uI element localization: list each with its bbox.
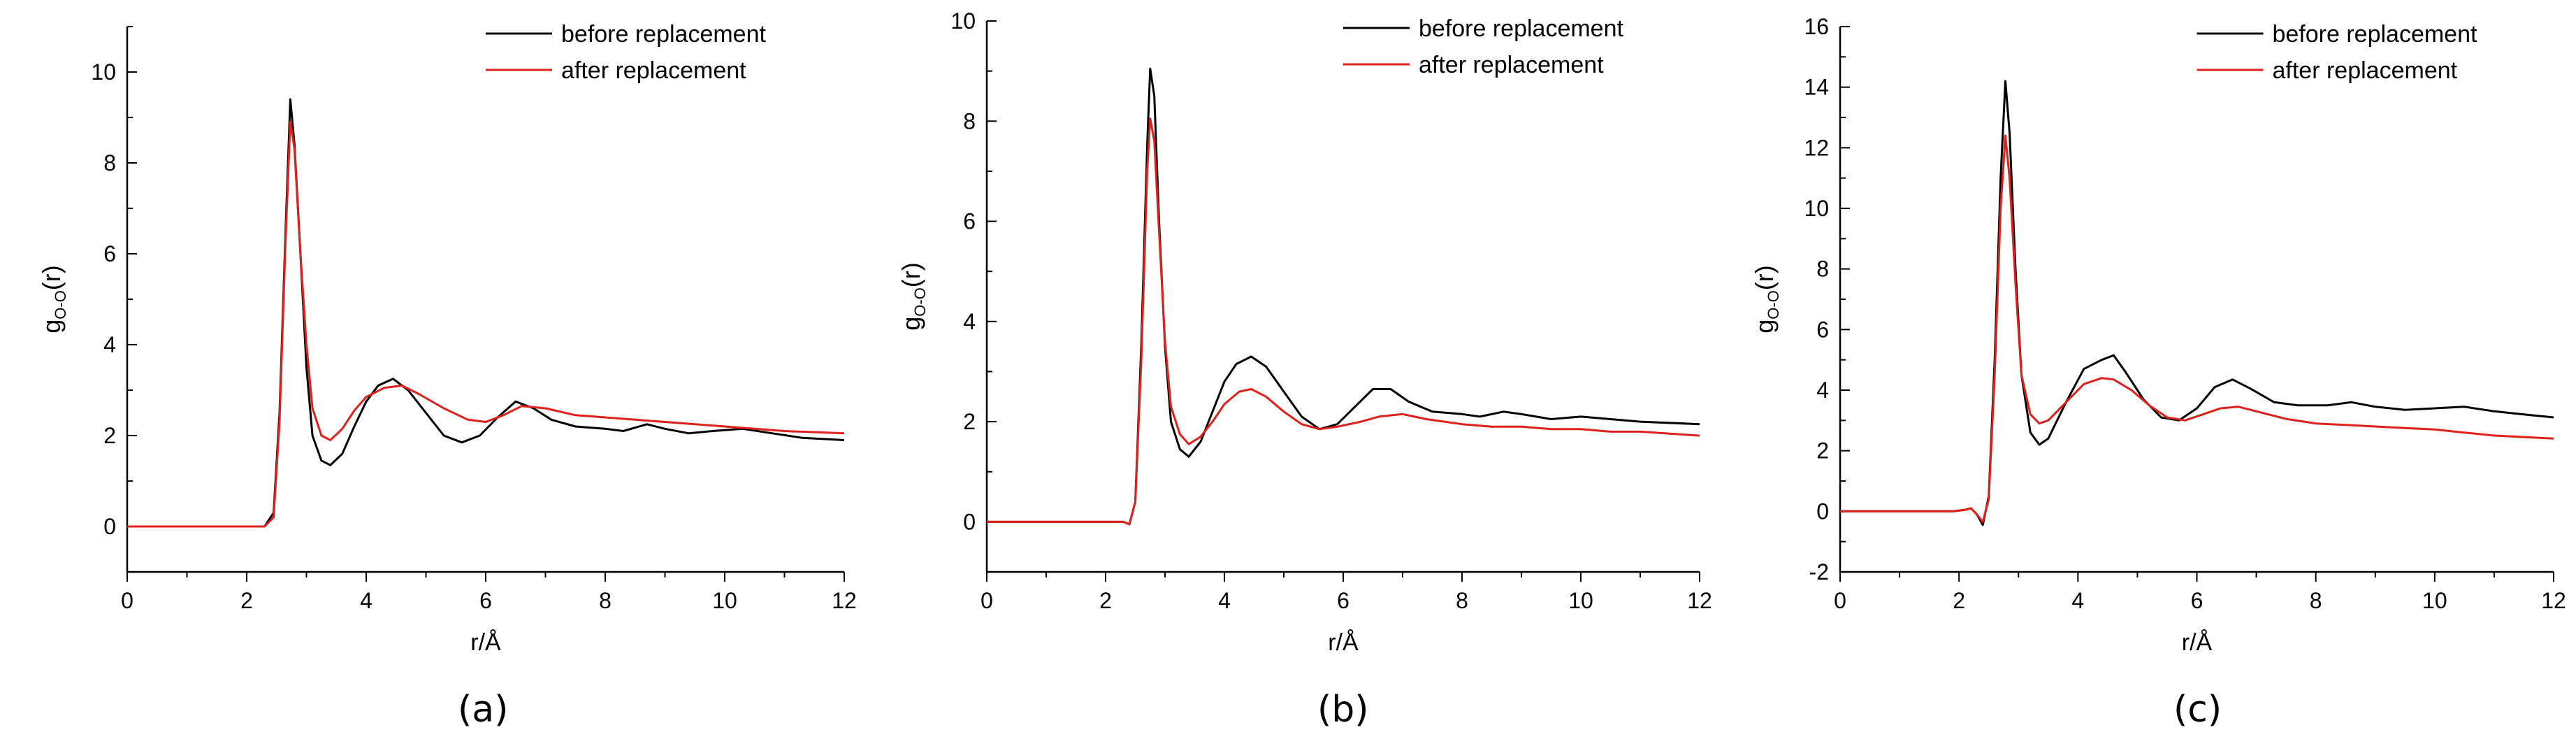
series-after-line — [127, 121, 845, 528]
chart-panel-b: 0 2 4 6 8 10 12 0 2 4 6 8 10 r/Å gO-O(r) before replace… — [897, 8, 1712, 656]
panel-caption-b: (b) — [1317, 689, 1369, 731]
y-axis-label: gO-O(r) — [37, 265, 69, 333]
y-tick-label: 8 — [963, 108, 976, 134]
series-before-line — [1840, 80, 2554, 526]
legend-label-after: after replacement — [561, 57, 746, 84]
x-tick-label: 2 — [240, 588, 253, 613]
y-axis-label: gO-O(r) — [1750, 265, 1782, 333]
x-tick-label: 0 — [981, 588, 993, 613]
x-tick-label: 8 — [1456, 588, 1468, 613]
y-tick-label: 0 — [963, 509, 976, 534]
series-after-line — [987, 117, 1700, 526]
chart-panel-a: 0 2 4 6 8 10 12 0 2 4 6 8 10 r/Å gO-O(r) before replace… — [37, 21, 857, 656]
series-before-line — [127, 98, 845, 528]
y-tick-label: -2 — [1809, 559, 1829, 584]
x-tick-label: 12 — [2541, 588, 2566, 613]
y-tick-label: 4 — [103, 332, 116, 357]
series-before-line — [987, 67, 1700, 526]
y-tick-label: 8 — [1816, 257, 1829, 282]
y-tick-label: 6 — [103, 241, 116, 266]
x-tick-label: 0 — [121, 588, 133, 613]
y-tick-label: 12 — [1804, 135, 1829, 160]
y-tick-label: 0 — [1816, 498, 1829, 524]
y-tick-label: 16 — [1804, 14, 1829, 39]
y-tick-label: 6 — [1816, 317, 1829, 342]
x-tick-label: 2 — [1099, 588, 1112, 613]
x-tick-label: 12 — [832, 588, 857, 613]
y-tick-label: 10 — [950, 8, 976, 34]
legend-label-before: before replacement — [561, 21, 767, 48]
legend-label-after: after replacement — [1419, 52, 1604, 78]
x-axis-label: r/Å — [470, 629, 501, 656]
series-after-line — [1840, 134, 2554, 523]
y-tick-label: 4 — [1816, 378, 1829, 403]
y-tick-label: 4 — [963, 309, 976, 334]
x-tick-label: 10 — [1568, 588, 1593, 613]
x-tick-label: 4 — [2071, 588, 2084, 613]
legend-label-before: before replacement — [1419, 15, 1624, 42]
chart-panel-c: 0 2 4 6 8 10 12-20246810121416r/ÅgO-O(r)before… — [1750, 14, 2566, 656]
x-tick-label: 10 — [712, 588, 737, 613]
y-tick-label: 8 — [103, 150, 116, 175]
x-tick-label: 8 — [599, 588, 612, 613]
y-tick-label: 2 — [1816, 438, 1829, 464]
x-axis-label: r/Å — [2182, 629, 2213, 656]
x-tick-label: 6 — [479, 588, 492, 613]
x-tick-label: 4 — [1218, 588, 1231, 613]
x-tick-label: 4 — [360, 588, 372, 613]
y-tick-label: 6 — [963, 209, 976, 234]
y-tick-label: 14 — [1804, 75, 1829, 100]
x-tick-label: 2 — [1953, 588, 1965, 613]
y-axis-label: gO-O(r) — [897, 262, 929, 331]
y-tick-label: 2 — [103, 423, 116, 448]
y-tick-label: 0 — [103, 514, 116, 539]
x-tick-label: 6 — [2191, 588, 2204, 613]
legend-label-after: after replacement — [2273, 57, 2458, 84]
x-tick-label: 10 — [2422, 588, 2447, 613]
x-axis-label: r/Å — [1328, 629, 1359, 656]
x-tick-label: 0 — [1834, 588, 1846, 613]
y-tick-label: 10 — [1804, 196, 1829, 221]
panel-caption-a: (a) — [458, 689, 509, 731]
y-tick-label: 2 — [963, 409, 976, 434]
y-tick-label: 10 — [91, 59, 116, 85]
x-tick-label: 8 — [2310, 588, 2322, 613]
x-tick-label: 12 — [1687, 588, 1712, 613]
panel-caption-c: (c) — [2173, 689, 2222, 731]
legend-label-before: before replacement — [2273, 21, 2478, 48]
x-tick-label: 6 — [1337, 588, 1349, 613]
